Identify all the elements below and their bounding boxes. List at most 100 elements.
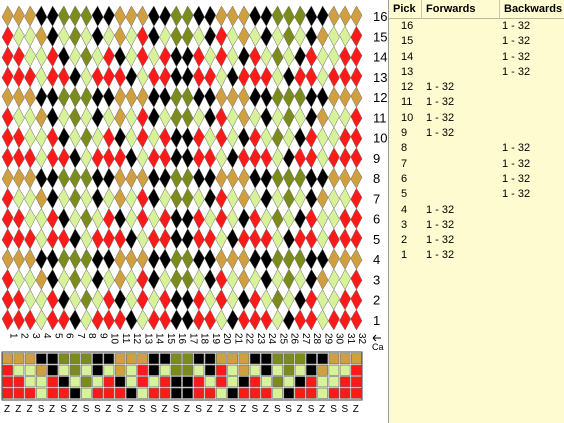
threading-cell[interactable] bbox=[294, 387, 306, 399]
threading-cell[interactable] bbox=[24, 376, 36, 388]
pick-table-row[interactable]: 7 1 - 32 bbox=[389, 157, 564, 172]
threading-cell[interactable] bbox=[103, 353, 115, 365]
twist-direction[interactable]: S bbox=[274, 404, 281, 415]
twist-direction[interactable]: Z bbox=[184, 404, 190, 415]
forwards-column-header[interactable]: Forwards bbox=[422, 0, 500, 18]
threading-cell[interactable] bbox=[238, 387, 250, 399]
threading-cell[interactable] bbox=[81, 387, 92, 399]
threading-cell[interactable] bbox=[58, 376, 70, 388]
threading-cell[interactable] bbox=[126, 387, 137, 399]
threading-cell[interactable] bbox=[13, 387, 25, 399]
threading-cell[interactable] bbox=[36, 353, 47, 365]
threading-cell[interactable] bbox=[137, 364, 148, 376]
pick-table-row[interactable]: 6 1 - 32 bbox=[389, 172, 564, 187]
threading-cell[interactable] bbox=[114, 376, 126, 388]
twist-direction[interactable]: Z bbox=[263, 404, 269, 415]
threading-cell[interactable] bbox=[317, 387, 328, 399]
threading-cell[interactable] bbox=[36, 364, 47, 376]
threading-cell[interactable] bbox=[283, 364, 295, 376]
threading-cell[interactable] bbox=[227, 353, 238, 365]
threading-cell[interactable] bbox=[114, 353, 126, 365]
twist-direction[interactable]: Z bbox=[27, 404, 33, 415]
twist-direction[interactable]: S bbox=[330, 404, 337, 415]
threading-cell[interactable] bbox=[249, 353, 261, 365]
twist-direction[interactable]: Z bbox=[353, 404, 359, 415]
threading-cell[interactable] bbox=[69, 353, 81, 365]
threading-cell[interactable] bbox=[204, 387, 216, 399]
threading-cell[interactable] bbox=[261, 387, 272, 399]
threading-cell[interactable] bbox=[351, 353, 362, 365]
threading-cell[interactable] bbox=[2, 376, 13, 388]
threading-cell[interactable] bbox=[283, 376, 295, 388]
twist-direction[interactable]: Z bbox=[49, 404, 55, 415]
twist-direction[interactable]: Z bbox=[319, 404, 325, 415]
twist-direction[interactable]: Z bbox=[105, 404, 111, 415]
threading-cell[interactable] bbox=[58, 364, 70, 376]
twist-direction[interactable]: S bbox=[38, 404, 45, 415]
pick-column-header[interactable]: Pick bbox=[389, 0, 422, 18]
threading-cell[interactable] bbox=[159, 364, 171, 376]
twist-direction[interactable]: S bbox=[150, 404, 157, 415]
threading-cell[interactable] bbox=[126, 364, 137, 376]
threading-cell[interactable] bbox=[294, 364, 306, 376]
threading-cell[interactable] bbox=[351, 376, 362, 388]
threading-cell[interactable] bbox=[182, 353, 193, 365]
threading-cell[interactable] bbox=[92, 376, 103, 388]
threading-cell[interactable] bbox=[182, 364, 193, 376]
threading-cell[interactable] bbox=[261, 353, 272, 365]
threading-cell[interactable] bbox=[328, 364, 340, 376]
threading-cell[interactable] bbox=[2, 353, 13, 365]
threading-cell[interactable] bbox=[227, 376, 238, 388]
threading-cell[interactable] bbox=[182, 387, 193, 399]
pick-table-row[interactable]: 1 1 - 32 bbox=[389, 248, 564, 263]
pick-table-row[interactable]: 2 1 - 32 bbox=[389, 233, 564, 248]
threading-cell[interactable] bbox=[159, 353, 171, 365]
threading-cell[interactable] bbox=[351, 364, 362, 376]
threading-cell[interactable] bbox=[36, 387, 47, 399]
threading-cell[interactable] bbox=[339, 364, 351, 376]
threading-cell[interactable] bbox=[69, 387, 81, 399]
pick-table-row[interactable]: 3 1 - 32 bbox=[389, 218, 564, 233]
threading-cell[interactable] bbox=[272, 364, 283, 376]
threading-cell[interactable] bbox=[306, 364, 317, 376]
twist-direction[interactable]: Z bbox=[4, 404, 10, 415]
threading-cell[interactable] bbox=[47, 364, 58, 376]
pick-table-row[interactable]: 12 1 - 32 bbox=[389, 80, 564, 95]
threading-cell[interactable] bbox=[58, 353, 70, 365]
threading-cell[interactable] bbox=[227, 364, 238, 376]
threading-cell[interactable] bbox=[114, 364, 126, 376]
threading-cell[interactable] bbox=[328, 387, 340, 399]
threading-cell[interactable] bbox=[36, 376, 47, 388]
pick-table-row[interactable]: 15 1 - 32 bbox=[389, 34, 564, 49]
threading-cell[interactable] bbox=[317, 376, 328, 388]
threading-cell[interactable] bbox=[328, 353, 340, 365]
threading-cell[interactable] bbox=[204, 353, 216, 365]
threading-cell[interactable] bbox=[294, 353, 306, 365]
threading-cell[interactable] bbox=[24, 387, 36, 399]
pick-table-row[interactable]: 4 1 - 32 bbox=[389, 203, 564, 218]
threading-cell[interactable] bbox=[126, 353, 137, 365]
twist-direction[interactable]: S bbox=[342, 404, 349, 415]
threading-cell[interactable] bbox=[193, 387, 205, 399]
threading-cell[interactable] bbox=[81, 376, 92, 388]
threading-cell[interactable] bbox=[159, 376, 171, 388]
threading-cell[interactable] bbox=[261, 364, 272, 376]
threading-cell[interactable] bbox=[2, 364, 13, 376]
twist-direction[interactable]: Z bbox=[297, 404, 303, 415]
threading-cell[interactable] bbox=[328, 376, 340, 388]
twist-direction[interactable]: Z bbox=[240, 404, 246, 415]
threading-cell[interactable] bbox=[137, 387, 148, 399]
threading-cell[interactable] bbox=[238, 376, 250, 388]
threading-cell[interactable] bbox=[193, 376, 205, 388]
threading-cell[interactable] bbox=[47, 353, 58, 365]
threading-cell[interactable] bbox=[317, 364, 328, 376]
threading-cell[interactable] bbox=[148, 353, 160, 365]
threading-cell[interactable] bbox=[92, 353, 103, 365]
threading-cell[interactable] bbox=[171, 364, 182, 376]
twist-direction[interactable]: Z bbox=[162, 404, 168, 415]
threading-cell[interactable] bbox=[103, 376, 115, 388]
twist-direction[interactable]: S bbox=[308, 404, 315, 415]
threading-cell[interactable] bbox=[24, 364, 36, 376]
threading-cell[interactable] bbox=[204, 364, 216, 376]
threading-cell[interactable] bbox=[92, 364, 103, 376]
